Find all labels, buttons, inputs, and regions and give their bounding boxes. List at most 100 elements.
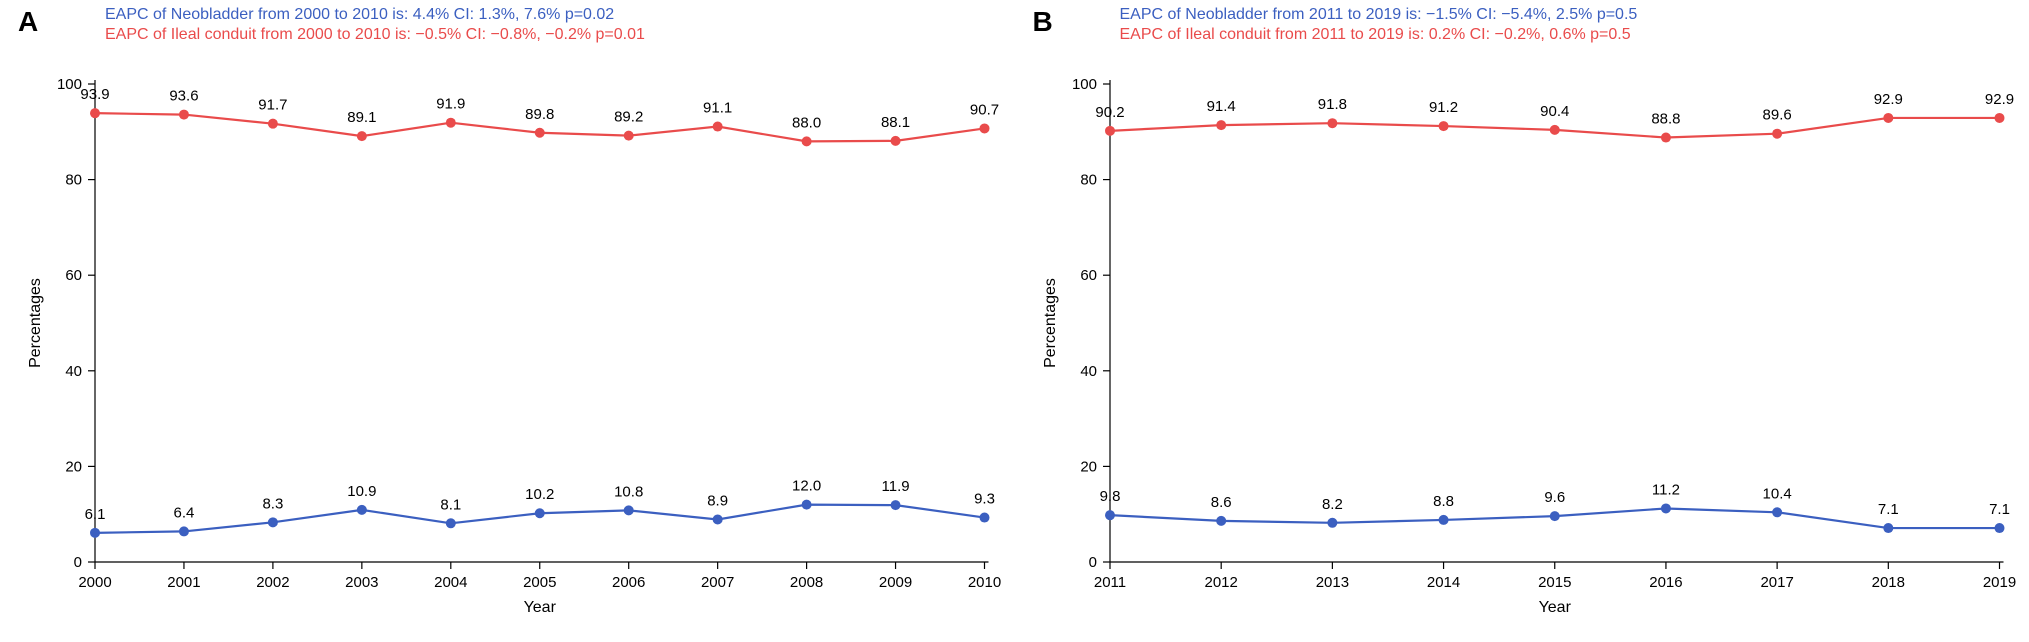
value-label-ileal: 88.0 xyxy=(792,114,821,131)
x-tick-label: 2008 xyxy=(790,574,823,591)
panel-label: A xyxy=(18,6,38,38)
y-tick-label: 60 xyxy=(1080,267,1097,284)
x-tick-label: 2004 xyxy=(434,574,467,591)
series-marker-ileal xyxy=(1438,121,1448,131)
series-marker-neobladder xyxy=(1438,515,1448,525)
value-label-ileal: 89.8 xyxy=(525,106,554,123)
chart: 0204060801002000200120022003200420052006… xyxy=(0,0,1015,642)
series-marker-ileal xyxy=(446,118,456,128)
value-label-neobladder: 10.4 xyxy=(1762,485,1791,502)
x-tick-label: 2011 xyxy=(1093,574,1125,591)
x-tick-label: 2016 xyxy=(1649,574,1682,591)
series-marker-neobladder xyxy=(268,517,278,527)
value-label-neobladder: 6.1 xyxy=(85,506,106,523)
x-tick-label: 2006 xyxy=(612,574,645,591)
value-label-ileal: 92.9 xyxy=(1984,91,2013,108)
series-marker-neobladder xyxy=(1327,518,1337,528)
series-marker-neobladder xyxy=(179,526,189,536)
value-label-ileal: 91.1 xyxy=(703,100,732,117)
series-marker-neobladder xyxy=(535,508,545,518)
series-marker-neobladder xyxy=(624,505,634,515)
x-axis-label: Year xyxy=(524,599,557,616)
series-marker-neobladder xyxy=(713,514,723,524)
value-label-ileal: 90.2 xyxy=(1095,104,1124,121)
series-marker-ileal xyxy=(713,122,723,132)
series-marker-ileal xyxy=(1549,125,1559,135)
caption-ileal: EAPC of Ileal conduit from 2000 to 2010 … xyxy=(105,26,645,44)
series-marker-ileal xyxy=(802,136,812,146)
series-marker-neobladder xyxy=(1549,511,1559,521)
series-marker-ileal xyxy=(1216,120,1226,130)
value-label-ileal: 93.9 xyxy=(80,86,109,103)
value-label-neobladder: 10.8 xyxy=(614,483,643,500)
series-marker-ileal xyxy=(1883,113,1893,123)
value-label-ileal: 90.7 xyxy=(970,101,999,118)
value-label-neobladder: 8.8 xyxy=(1433,493,1454,510)
panel-a: A EAPC of Neobladder from 2000 to 2010 is… xyxy=(0,0,1015,642)
series-marker-neobladder xyxy=(891,500,901,510)
value-label-ileal: 93.6 xyxy=(169,88,198,105)
series-marker-neobladder xyxy=(802,500,812,510)
series-marker-neobladder xyxy=(1772,507,1782,517)
series-marker-neobladder xyxy=(1105,510,1115,520)
value-label-neobladder: 9.8 xyxy=(1099,488,1120,505)
value-label-neobladder: 10.9 xyxy=(347,483,376,500)
value-label-neobladder: 8.2 xyxy=(1321,496,1342,513)
value-label-neobladder: 12.0 xyxy=(792,478,821,495)
x-tick-label: 2017 xyxy=(1760,574,1793,591)
value-label-neobladder: 9.6 xyxy=(1544,489,1565,506)
series-marker-ileal xyxy=(624,131,634,141)
chart: 0204060801002011201220132014201520162017… xyxy=(1015,0,2029,642)
panel-b: BEAPC of Neobladder from 2011 to 2019 is… xyxy=(1015,0,2029,642)
caption-neobladder: EAPC of Neobladder from 2000 to 2010 is:… xyxy=(105,6,614,24)
series-marker-ileal xyxy=(1660,133,1670,143)
series-marker-ileal xyxy=(1994,113,2004,123)
caption-ileal: EAPC of Ileal conduit from 2011 to 2019 … xyxy=(1120,26,1631,44)
value-label-ileal: 92.9 xyxy=(1873,91,1902,108)
y-tick-label: 20 xyxy=(65,458,82,475)
y-tick-label: 0 xyxy=(1088,554,1096,571)
series-marker-neobladder xyxy=(90,528,100,538)
value-label-neobladder: 8.1 xyxy=(440,496,461,513)
x-tick-label: 2009 xyxy=(879,574,912,591)
value-label-ileal: 89.2 xyxy=(614,109,643,126)
value-label-neobladder: 8.9 xyxy=(707,492,728,509)
y-axis-label: Percentages xyxy=(27,278,44,368)
y-tick-label: 100 xyxy=(1071,76,1096,93)
series-marker-neobladder xyxy=(357,505,367,515)
value-label-ileal: 89.1 xyxy=(347,109,376,126)
value-label-neobladder: 7.1 xyxy=(1877,501,1898,518)
x-tick-label: 2007 xyxy=(701,574,734,591)
series-marker-ileal xyxy=(90,108,100,118)
value-label-neobladder: 9.3 xyxy=(974,491,995,508)
series-marker-ileal xyxy=(1772,129,1782,139)
series-marker-neobladder xyxy=(1994,523,2004,533)
y-tick-label: 40 xyxy=(1080,363,1097,380)
y-tick-label: 0 xyxy=(74,554,82,571)
value-label-neobladder: 11.2 xyxy=(1651,481,1679,498)
series-marker-ileal xyxy=(891,136,901,146)
y-tick-label: 80 xyxy=(1080,172,1097,189)
series-marker-neobladder xyxy=(980,513,990,523)
series-marker-ileal xyxy=(535,128,545,138)
series-marker-ileal xyxy=(1327,118,1337,128)
x-tick-label: 2002 xyxy=(256,574,289,591)
series-marker-neobladder xyxy=(1883,523,1893,533)
x-axis-label: Year xyxy=(1538,599,1571,616)
caption-neobladder: EAPC of Neobladder from 2011 to 2019 is:… xyxy=(1120,6,1638,24)
y-tick-label: 20 xyxy=(1080,458,1097,475)
x-tick-label: 2015 xyxy=(1538,574,1571,591)
x-tick-label: 2001 xyxy=(167,574,200,591)
value-label-ileal: 90.4 xyxy=(1540,103,1569,120)
value-label-ileal: 91.4 xyxy=(1206,98,1235,115)
x-tick-label: 2010 xyxy=(968,574,1001,591)
y-tick-label: 60 xyxy=(65,267,82,284)
series-marker-ileal xyxy=(268,119,278,129)
series-marker-ileal xyxy=(1105,126,1115,136)
x-tick-label: 2013 xyxy=(1315,574,1348,591)
value-label-ileal: 91.2 xyxy=(1428,99,1457,116)
value-label-neobladder: 10.2 xyxy=(525,486,554,503)
value-label-neobladder: 8.6 xyxy=(1210,494,1231,511)
value-label-ileal: 91.7 xyxy=(258,97,287,114)
x-tick-label: 2005 xyxy=(523,574,556,591)
